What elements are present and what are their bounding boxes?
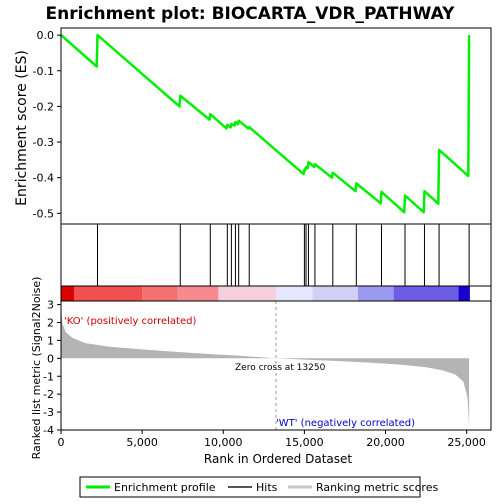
x-axis: 0 5,000 10,000 15,000 20,000 25,000 (58, 430, 486, 449)
ranking-band-segment (357, 286, 394, 301)
x-tick-label: 0 (58, 436, 65, 449)
rank-metric-panel: 3 2 1 0 -1 -2 -3 -4 (43, 299, 492, 437)
es-y-tick-label: -0.3 (33, 136, 54, 149)
ranking-band-segment (276, 286, 313, 301)
x-tick-label: 15,000 (285, 436, 324, 449)
legend: Enrichment profile Hits Ranking metric s… (79, 476, 438, 498)
rank-y-tick-label: -2 (43, 388, 54, 401)
x-axis-label: Rank in Ordered Dataset (204, 452, 352, 466)
enrichment-profile-line (60, 33, 471, 214)
zero-cross-label: Zero cross at 13250 (235, 363, 326, 373)
negative-correlation-label: 'WT' (negatively correlated) (276, 418, 415, 429)
ranking-band-segment (458, 286, 470, 301)
ranking-band-segment (142, 286, 178, 301)
es-y-axis-label: Enrichment score (ES) (14, 50, 30, 206)
legend-label-enrichment: Enrichment profile (114, 481, 216, 494)
x-tick-label: 10,000 (204, 436, 243, 449)
hits-frame (60, 223, 492, 287)
ranking-band-segment (393, 286, 459, 301)
rank-y-axis-label: Ranked list metric (Signal2Noise) (30, 277, 43, 460)
ranking-band-segment (61, 286, 74, 301)
es-y-tick-label: 0.0 (37, 29, 55, 42)
es-y-tick-label: -0.5 (33, 207, 54, 220)
ranking-band-segment (218, 286, 276, 301)
ranking-band-segment (177, 286, 219, 301)
es-plot-area (61, 28, 491, 224)
legend-label-ranking: Ranking metric scores (316, 481, 438, 494)
rank-y-tick-label: 3 (47, 299, 54, 312)
x-tick-label: 20,000 (366, 436, 405, 449)
es-panel: 0.0 -0.1 -0.2 -0.3 -0.4 -0.5 (33, 27, 492, 225)
rank-y-tick-label: 2 (47, 317, 54, 330)
es-y-tick-label: -0.2 (33, 100, 54, 113)
legend-label-hits: Hits (256, 481, 278, 494)
x-tick-label: 25,000 (447, 436, 486, 449)
positive-correlation-label: 'KO' (positively correlated) (64, 316, 196, 327)
rank-y-tick-label: -4 (43, 424, 54, 437)
ranking-band-segment (312, 286, 358, 301)
rank-y-tick-label: -3 (43, 406, 54, 419)
hits-panel (60, 223, 492, 287)
ranking-band-segment (73, 286, 143, 301)
x-tick-label: 5,000 (126, 436, 158, 449)
rank-y-tick-label: -1 (43, 370, 54, 383)
ranking-color-band (60, 285, 492, 302)
rank-y-tick-label: 1 (47, 334, 54, 347)
es-y-tick-label: -0.4 (33, 172, 54, 185)
rank-y-tick-label: 0 (47, 352, 54, 365)
chart-title: Enrichment plot: BIOCARTA_VDR_PATHWAY (46, 4, 456, 24)
rank-plot-frame (60, 300, 492, 431)
es-y-tick-label: -0.1 (33, 65, 54, 78)
